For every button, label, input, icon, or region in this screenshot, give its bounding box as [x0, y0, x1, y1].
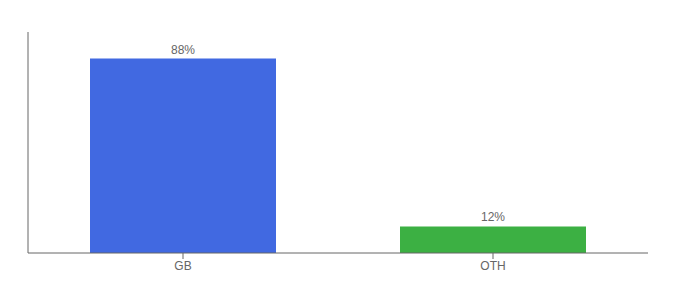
- svg-text:GB: GB: [174, 259, 191, 273]
- svg-text:12%: 12%: [481, 210, 505, 224]
- svg-text:OTH: OTH: [480, 259, 505, 273]
- svg-text:88%: 88%: [171, 43, 195, 57]
